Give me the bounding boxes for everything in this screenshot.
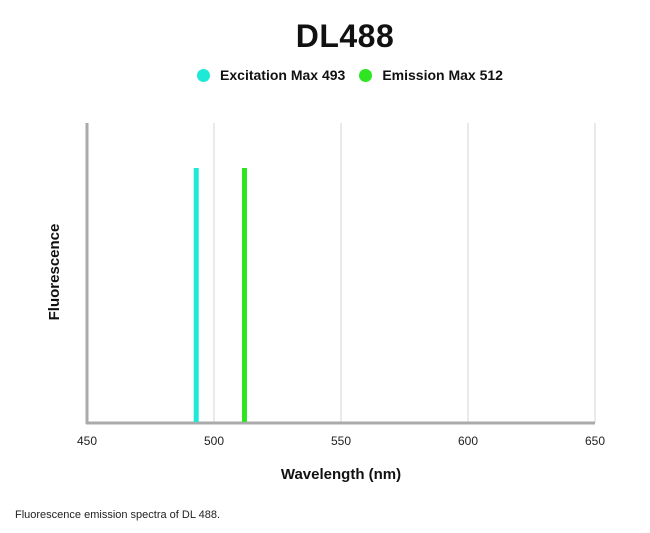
excitation-legend-swatch: [197, 68, 211, 82]
axes: [85, 123, 595, 425]
x-axis-label: Wavelength (nm): [281, 466, 401, 483]
legend-item-excitation: Excitation Max 493: [197, 67, 345, 83]
y-axis-label: Fluorescence: [46, 224, 63, 321]
figure-caption: Fluorescence emission spectra of DL 488.: [15, 509, 221, 521]
chart-title: DL488: [295, 18, 395, 54]
series-lines: [193, 168, 247, 422]
legend-label-emission: Emission Max 512: [382, 67, 503, 83]
x-tick-label-450: 450: [77, 434, 97, 448]
emission-legend-swatch: [359, 68, 373, 82]
gridlines: [213, 123, 596, 423]
x-tick-label-550: 550: [331, 434, 351, 448]
legend-item-emission: Emission Max 512: [359, 67, 503, 83]
x-tick-label-500: 500: [204, 434, 224, 448]
chart-legend: Excitation Max 493 Emission Max 512: [0, 67, 650, 83]
legend-label-excitation: Excitation Max 493: [220, 67, 346, 83]
x-tick-label-650: 650: [585, 434, 605, 448]
x-tick-labels: 450 500 550 600 650: [77, 434, 605, 448]
x-tick-label-600: 600: [458, 434, 478, 448]
